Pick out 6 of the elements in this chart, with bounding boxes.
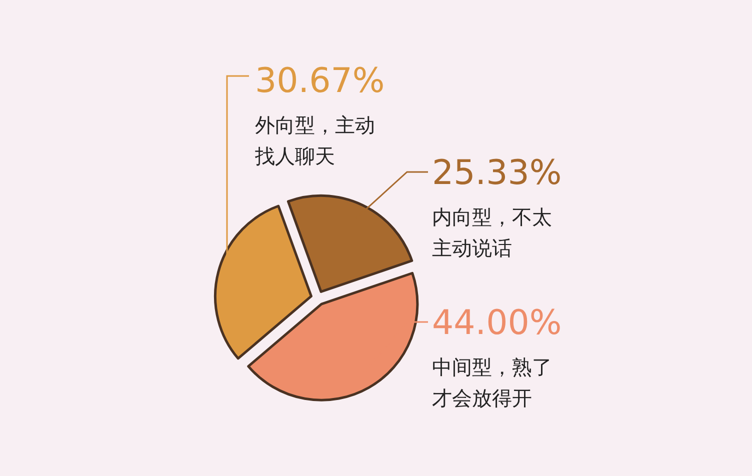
slice-label: 外向型，主动找人聊天 (254, 113, 375, 168)
data-label: 30.67% (255, 61, 385, 101)
data-label: 25.33% (432, 153, 562, 193)
data-label: 44.00% (432, 303, 562, 343)
slice-label: 内向型，不太主动说话 (432, 205, 552, 260)
slice-label: 中间型，熟了才会放得开 (432, 355, 552, 410)
